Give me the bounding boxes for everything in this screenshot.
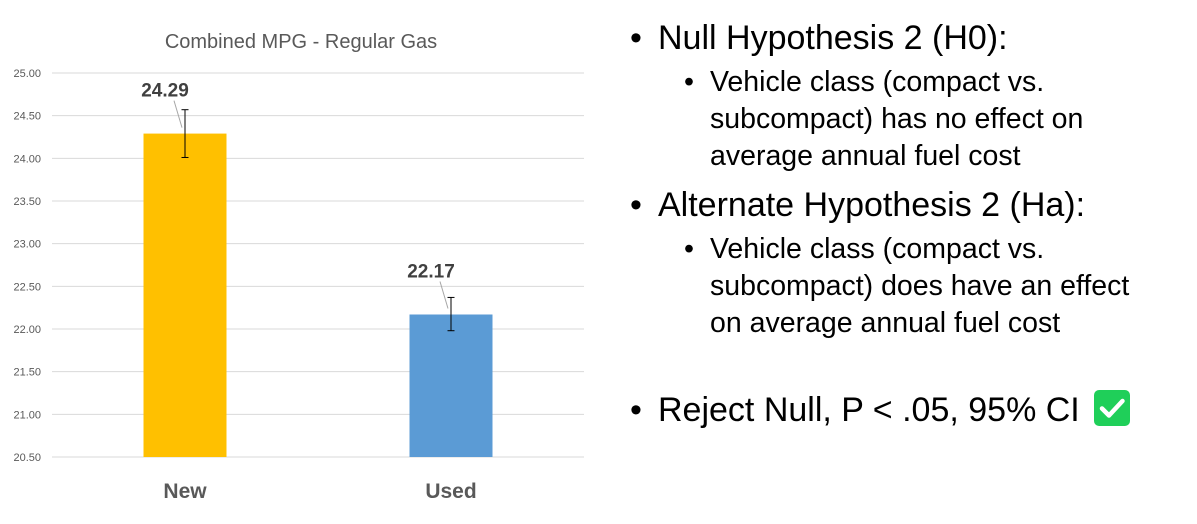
alt-detail-line-1: Vehicle class (compact vs.: [710, 233, 1045, 265]
checkmark-icon: [1093, 390, 1130, 426]
gridlines: [52, 72, 584, 458]
x-category-label: Used: [425, 480, 476, 503]
data-label: 22.17: [407, 261, 455, 282]
y-axis-tick-labels: 25.00 24.50 24.00 23.50 23.00 22.50 22.00 21.50…: [13, 68, 41, 464]
bar: [409, 314, 493, 457]
hypothesis-bullets: Null Hypothesis 2 (H0): Vehicle class (c…: [628, 18, 1193, 430]
alt-detail-line-2: subcompact) does have an effect: [710, 270, 1130, 302]
y-tick-label: 25.00: [13, 68, 41, 80]
bar-chart: Combined MPG - Regular Gas 25.00 24.50 24.…: [13, 31, 584, 503]
y-tick-label: 21.00: [13, 409, 41, 421]
leader-line: [439, 281, 449, 309]
alternate-hypothesis-title: Alternate Hypothesis 2 (Ha):: [628, 185, 1193, 225]
y-tick-label: 22.50: [13, 281, 41, 293]
conclusion: Reject Null, P < .05, 95% CI: [628, 390, 1193, 430]
label-leader-lines: [173, 100, 449, 309]
null-detail-line-2: subcompact) has no effect on: [710, 103, 1084, 135]
y-tick-label: 21.50: [13, 367, 41, 379]
null-hypothesis-title: Null Hypothesis 2 (H0):: [628, 18, 1193, 58]
bars: [143, 133, 493, 457]
data-labels: 24.29 22.17: [141, 81, 455, 283]
y-tick-label: 23.50: [13, 196, 41, 208]
conclusion-text: Reject Null, P < .05, 95% CI: [658, 391, 1080, 429]
alternate-hypothesis-detail: Vehicle class (compact vs. subcompact) d…: [628, 231, 1193, 342]
leader-line: [173, 100, 183, 128]
data-label: 24.29: [141, 81, 189, 102]
y-tick-label: 23.00: [13, 239, 41, 251]
y-tick-label: 20.50: [13, 452, 41, 464]
bar: [143, 133, 227, 457]
null-detail-line-3: average annual fuel cost: [710, 140, 1021, 172]
x-axis-category-labels: New Used: [163, 480, 476, 503]
error-bars: [181, 109, 455, 332]
null-hypothesis-detail: Vehicle class (compact vs. subcompact) h…: [628, 64, 1193, 175]
x-category-label: New: [163, 480, 207, 503]
y-tick-label: 22.00: [13, 324, 41, 336]
null-detail-line-1: Vehicle class (compact vs.: [710, 66, 1045, 98]
chart-title: Combined MPG - Regular Gas: [165, 31, 437, 53]
alt-detail-line-3: on average annual fuel cost: [710, 307, 1061, 339]
y-tick-label: 24.00: [13, 153, 41, 165]
y-tick-label: 24.50: [13, 111, 41, 123]
